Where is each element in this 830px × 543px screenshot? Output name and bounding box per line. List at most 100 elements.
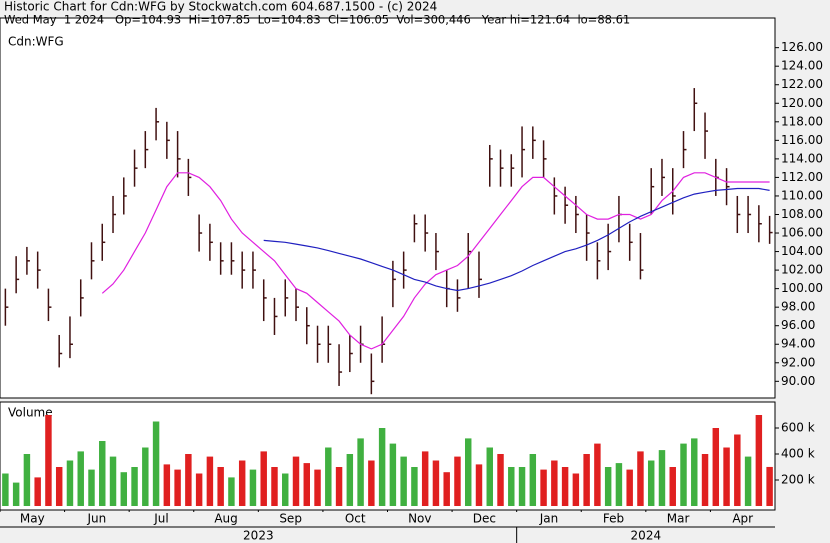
volume-bar (443, 472, 450, 506)
chart-subtitle: Wed May 1 2024 Op=104.93 Hi=107.85 Lo=10… (4, 13, 630, 27)
volume-bar (604, 467, 612, 506)
price-panel (0, 17, 776, 399)
volume-bar (680, 443, 687, 506)
moving-average (101, 172, 770, 350)
volume-bar (335, 467, 343, 506)
y-tick-label: 104.00 (781, 244, 823, 258)
volume-bar (163, 464, 171, 506)
volume-bar (88, 469, 95, 506)
year-label: 2024 (631, 529, 662, 543)
y-tick-label: 126.00 (781, 40, 823, 54)
volume-bar (12, 482, 20, 506)
y2-tick-label: 200 k (781, 473, 815, 487)
x-tick-label: Jul (153, 512, 168, 526)
volume-bar (23, 454, 31, 506)
volume-bar (432, 460, 440, 506)
y-tick-label: 98.00 (781, 300, 815, 314)
volume-bar (615, 463, 623, 506)
volume-bar (508, 467, 515, 506)
volume-bar (368, 460, 375, 506)
volume-bar (34, 477, 41, 506)
volume-bar (766, 466, 773, 506)
volume-bar (486, 447, 493, 506)
volume-bar (346, 454, 354, 506)
y-tick-label: 106.00 (781, 226, 823, 240)
volume-bar (389, 443, 397, 506)
volume-bar (131, 467, 138, 506)
volume-bar (712, 428, 720, 506)
volume-bar (594, 443, 601, 506)
x-tick-label: Apr (732, 512, 753, 526)
x-tick-label: Oct (345, 512, 366, 526)
volume-bar (228, 477, 235, 506)
volume-bar (378, 428, 386, 506)
volume-bar (658, 450, 666, 506)
volume-bar (260, 451, 267, 506)
y-tick-label: 102.00 (781, 263, 823, 277)
x-tick-label: Jan (539, 512, 559, 526)
volume-bar (626, 469, 633, 506)
volume-bar (400, 456, 407, 506)
volume-bar (325, 447, 332, 506)
volume-bar (723, 447, 730, 506)
volume-bar (77, 451, 84, 506)
volume-bar (518, 467, 526, 506)
volume-bar (99, 441, 106, 506)
y-tick-label: 114.00 (781, 151, 823, 165)
volume-bar (540, 469, 547, 506)
y-tick-label: 116.00 (781, 133, 823, 147)
volume-bar (357, 438, 364, 506)
volume-bar (142, 447, 149, 506)
volume-bar (195, 473, 203, 506)
x-tick-label: Aug (214, 512, 237, 526)
x-tick-label: Sep (279, 512, 302, 526)
volume-panel (0, 401, 776, 511)
volume-bar (271, 467, 278, 506)
volume-bar (120, 472, 128, 506)
y-tick-label: 118.00 (781, 114, 823, 128)
volume-bar (282, 473, 289, 506)
y2-tick-label: 600 k (781, 421, 815, 435)
y-tick-label: 96.00 (781, 318, 815, 332)
volume-bar (2, 473, 9, 506)
volume-bar (238, 460, 246, 506)
y-tick-label: 122.00 (781, 77, 823, 91)
year-label: 2023 (243, 529, 274, 543)
volume-bar (206, 456, 214, 506)
volume-bar (497, 454, 504, 506)
volume-bar (174, 469, 181, 506)
volume-bar (454, 456, 461, 506)
volume-bar (292, 456, 300, 506)
x-tick-label: Nov (408, 512, 431, 526)
volume-bar (701, 454, 709, 506)
volume-label: Volume (8, 406, 53, 420)
y-tick-label: 94.00 (781, 337, 815, 351)
y-tick-label: 112.00 (781, 170, 823, 184)
volume-bar (217, 467, 224, 506)
volume-bar (45, 415, 52, 506)
volume-bar (421, 451, 429, 506)
volume-bar (411, 467, 418, 506)
x-tick-label: Dec (473, 512, 496, 526)
y-tick-label: 100.00 (781, 281, 823, 295)
y2-tick-label: 400 k (781, 447, 815, 461)
symbol-label: Cdn:WFG (8, 35, 64, 49)
volume-bar (755, 415, 763, 506)
y-tick-label: 108.00 (781, 207, 823, 221)
volume-bar (152, 421, 160, 506)
volume-bar (647, 460, 655, 506)
volume-bar (185, 454, 192, 506)
x-tick-label: Mar (667, 512, 690, 526)
volume-bar (637, 451, 644, 506)
volume-bar (109, 456, 117, 506)
volume-bar (314, 469, 321, 506)
x-tick-label: Jun (87, 512, 107, 526)
x-tick-label: Feb (603, 512, 624, 526)
volume-bar (572, 473, 580, 506)
volume-bar (669, 467, 676, 506)
y-tick-label: 110.00 (781, 188, 823, 202)
volume-bar (583, 454, 590, 506)
volume-bar (475, 464, 483, 506)
chart-title: Historic Chart for Cdn:WFG by Stockwatch… (4, 0, 437, 14)
